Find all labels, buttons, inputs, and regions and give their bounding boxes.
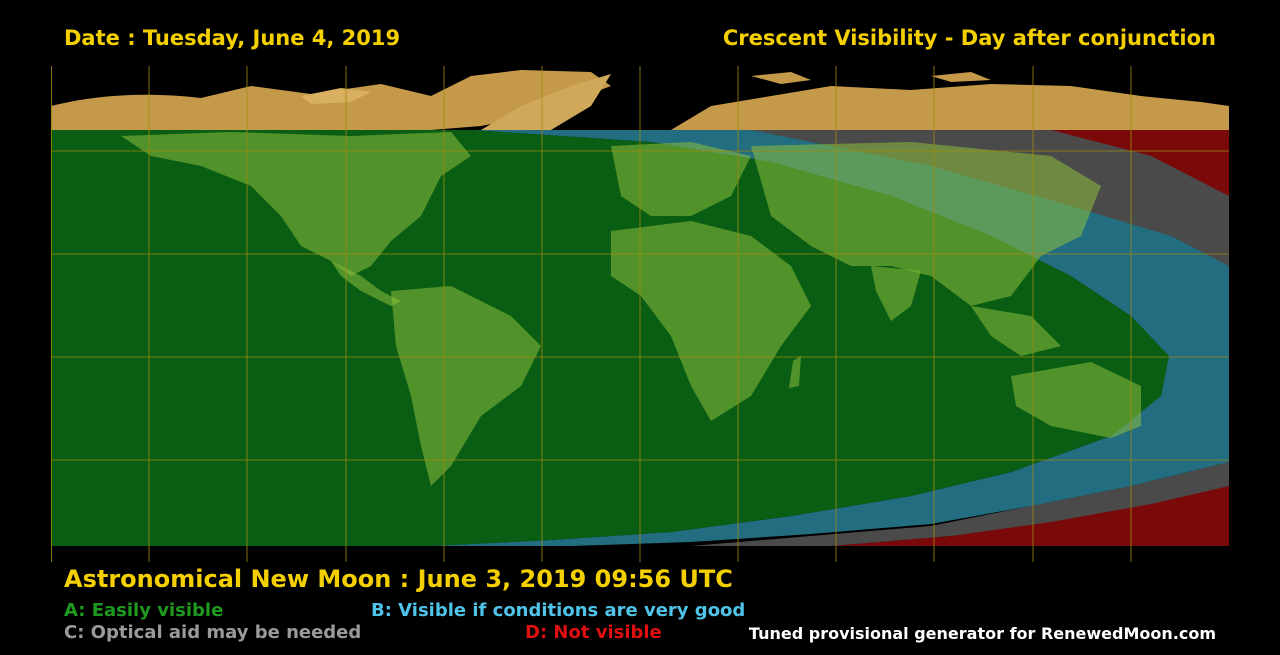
map-title: Crescent Visibility - Day after conjunct…: [722, 26, 1216, 50]
legend-d: D: Not visible: [525, 622, 662, 643]
madagascar: [789, 356, 801, 388]
continents: [121, 132, 1141, 486]
legend-a: A: Easily visible: [64, 600, 224, 621]
legend-c: C: Optical aid may be needed: [64, 622, 362, 643]
new-moon-time: Astronomical New Moon : June 3, 2019 09:…: [64, 565, 733, 593]
zone-c-optical-aid: [691, 130, 1229, 546]
africa: [611, 221, 811, 421]
australia: [1011, 362, 1141, 438]
india: [871, 266, 921, 321]
central-america: [331, 261, 401, 306]
credit-line: Tuned provisional generator for RenewedM…: [748, 624, 1216, 643]
southeast-asia: [971, 306, 1061, 356]
date-label: Date : Tuesday, June 4, 2019: [64, 26, 401, 50]
legend-b: B: Visible if conditions are very good: [371, 600, 746, 621]
graticule: [51, 66, 1229, 562]
arctic-land: [51, 70, 1229, 130]
crescent-visibility-map: [51, 66, 1229, 562]
asia: [751, 142, 1101, 306]
south-america: [391, 286, 541, 486]
north-america: [121, 132, 471, 276]
europe: [611, 142, 751, 216]
